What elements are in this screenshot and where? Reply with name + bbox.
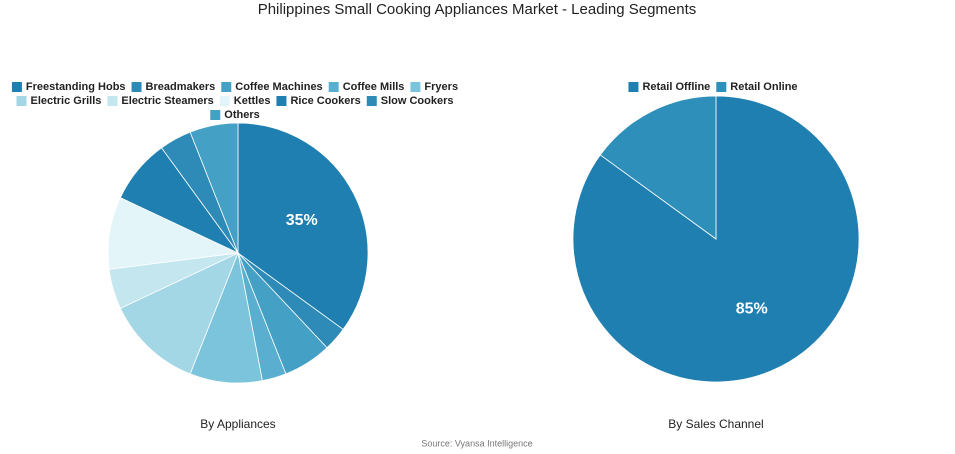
legend-swatch xyxy=(276,96,287,106)
legend-label: Slow Cookers xyxy=(381,95,454,107)
legend-swatch xyxy=(366,96,377,106)
chart-subtitle: By Appliances xyxy=(200,417,275,431)
value-label: 35% xyxy=(286,212,318,229)
chart-subtitle: By Sales Channel xyxy=(668,417,763,431)
legend-swatch xyxy=(716,82,727,92)
pie-slice xyxy=(572,95,860,383)
legend-label: Coffee Machines xyxy=(235,81,322,93)
pie-slice xyxy=(237,122,369,330)
legend-swatch xyxy=(410,82,421,92)
legend-swatch xyxy=(328,82,339,92)
source: Source: Vyansa Intelligence xyxy=(421,438,532,448)
legend-label: Rice Cookers xyxy=(290,95,360,107)
legend-swatch xyxy=(221,82,232,92)
legend-swatch xyxy=(628,82,639,92)
legend-swatch xyxy=(11,82,22,92)
legend-label: Breadmakers xyxy=(146,81,216,93)
legend-label: Fryers xyxy=(424,81,458,93)
legend-label: Electric Grills xyxy=(30,95,101,107)
value-label: 85% xyxy=(736,300,768,317)
legend-swatch xyxy=(16,96,27,106)
legend-label: Retail Offline xyxy=(642,81,710,93)
legend-label: Retail Online xyxy=(730,81,797,93)
legend-swatch xyxy=(219,96,230,106)
legend-label: Coffee Mills xyxy=(343,81,405,93)
legend-label: Kettles xyxy=(234,95,271,107)
page-title: Philippines Small Cooking Appliances Mar… xyxy=(258,1,697,18)
legend-swatch xyxy=(210,110,221,120)
pie-slice xyxy=(119,252,239,375)
legend-swatch xyxy=(131,82,142,92)
pie-slice xyxy=(599,95,717,240)
legend-swatch xyxy=(107,96,118,106)
legend-label: Electric Steamers xyxy=(121,95,213,107)
legend-label: Others xyxy=(224,109,259,121)
pie-slice xyxy=(189,122,239,254)
legend-label: Freestanding Hobs xyxy=(26,81,126,93)
